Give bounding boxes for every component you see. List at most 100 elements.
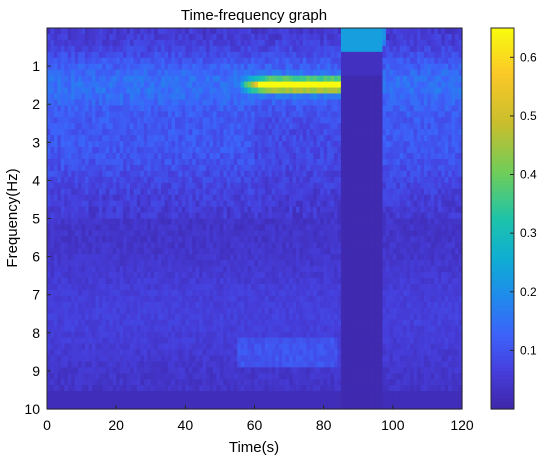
heatmap-cell [95, 176, 100, 184]
heatmap-cell [161, 283, 166, 291]
heatmap-cell [81, 75, 86, 83]
heatmap-cell [50, 331, 55, 339]
heatmap-cell [181, 391, 186, 398]
heatmap-cell [88, 57, 93, 65]
heatmap-cell [213, 111, 218, 118]
heatmap-cell [136, 87, 141, 95]
heatmap-cell [71, 81, 76, 89]
heatmap-cell [136, 254, 141, 261]
heatmap-cell [185, 51, 190, 59]
heatmap-cell [126, 45, 131, 53]
heatmap-cell [213, 349, 218, 357]
heatmap-cell [282, 248, 287, 255]
heatmap-cell [296, 224, 301, 231]
heatmap-cell [157, 158, 162, 166]
heatmap-cell [309, 176, 314, 184]
heatmap-cell [53, 81, 58, 89]
heatmap-cell [226, 111, 231, 118]
heatmap-cell [150, 337, 155, 345]
heatmap-cell [237, 182, 242, 190]
heatmap-cell [188, 206, 193, 214]
heatmap-cell [71, 212, 76, 220]
heatmap-cell [268, 111, 273, 118]
heatmap-cell [130, 194, 135, 202]
heatmap-cell [168, 331, 173, 339]
heatmap-cell [140, 224, 145, 231]
heatmap-cell [192, 248, 197, 255]
heatmap-cell [140, 379, 145, 386]
heatmap-cell [123, 313, 128, 321]
heatmap-cell [91, 313, 97, 321]
heatmap-cell [147, 200, 152, 208]
heatmap-cell [247, 301, 252, 309]
heatmap-cell [299, 164, 304, 172]
heatmap-cell [192, 283, 197, 291]
heatmap-cell [271, 75, 276, 83]
heatmap-cell [178, 28, 183, 35]
heatmap-cell [136, 141, 141, 148]
heatmap-cell [171, 307, 176, 315]
heatmap-cell [289, 307, 294, 315]
heatmap-cell [88, 230, 93, 237]
heatmap-cell [161, 278, 166, 285]
heatmap-cell [105, 45, 110, 53]
heatmap-cell [306, 147, 311, 154]
heatmap-cell [154, 117, 159, 124]
heatmap-cell [240, 248, 245, 255]
heatmap-cell [275, 81, 280, 89]
heatmap-cell [313, 260, 318, 267]
heatmap-cell [91, 355, 97, 362]
heatmap-cell [254, 289, 259, 297]
heatmap-cell [233, 367, 238, 374]
heatmap-cell [116, 129, 121, 136]
heatmap-cell [130, 272, 135, 279]
heatmap-cell [185, 391, 190, 398]
heatmap-cell [268, 260, 273, 267]
heatmap-cell [209, 200, 214, 208]
heatmap-cell [188, 176, 193, 184]
heatmap-cell [209, 135, 214, 142]
heatmap-cell [119, 51, 124, 59]
heatmap-cell [136, 224, 141, 231]
heatmap-cell [213, 230, 218, 237]
heatmap-cell [88, 313, 93, 321]
heatmap-cell [57, 57, 62, 65]
heatmap-cell [53, 301, 58, 309]
heatmap-cell [306, 373, 311, 380]
heatmap-cell [154, 93, 159, 101]
heatmap-cell [157, 260, 162, 267]
heatmap-cell [123, 69, 128, 77]
heatmap-cell [309, 51, 314, 59]
heatmap-cell [136, 403, 141, 410]
heatmap-cell [313, 403, 318, 410]
heatmap-cell [206, 278, 211, 285]
heatmap-cell [112, 230, 117, 237]
heatmap-cell [192, 28, 197, 35]
heatmap-cell [202, 206, 207, 214]
heatmap-cell [188, 93, 193, 101]
heatmap-cell [140, 188, 145, 196]
heatmap-cell [244, 212, 249, 220]
heatmap-cell [237, 224, 242, 231]
heatmap-cell [47, 349, 52, 357]
heatmap-cell [209, 272, 214, 279]
heatmap-cell [67, 272, 72, 279]
heatmap-cell [109, 93, 114, 101]
heatmap-cell [237, 403, 242, 410]
heatmap-cell [171, 337, 176, 345]
heatmap-cell [209, 51, 214, 59]
heatmap-cell [105, 397, 110, 404]
heatmap-cell [47, 93, 52, 101]
heatmap-cell [226, 242, 231, 249]
heatmap-cell [67, 212, 72, 220]
heatmap-cell [50, 123, 55, 130]
heatmap-cell [289, 403, 294, 410]
heatmap-cell [133, 397, 138, 404]
heatmap-cell [261, 87, 266, 95]
heatmap-cell [219, 212, 224, 220]
heatmap-cell [292, 403, 297, 410]
heatmap-cell [268, 325, 273, 333]
heatmap-cell [78, 57, 83, 65]
heatmap-cell [192, 337, 197, 345]
heatmap-cell [188, 164, 193, 172]
